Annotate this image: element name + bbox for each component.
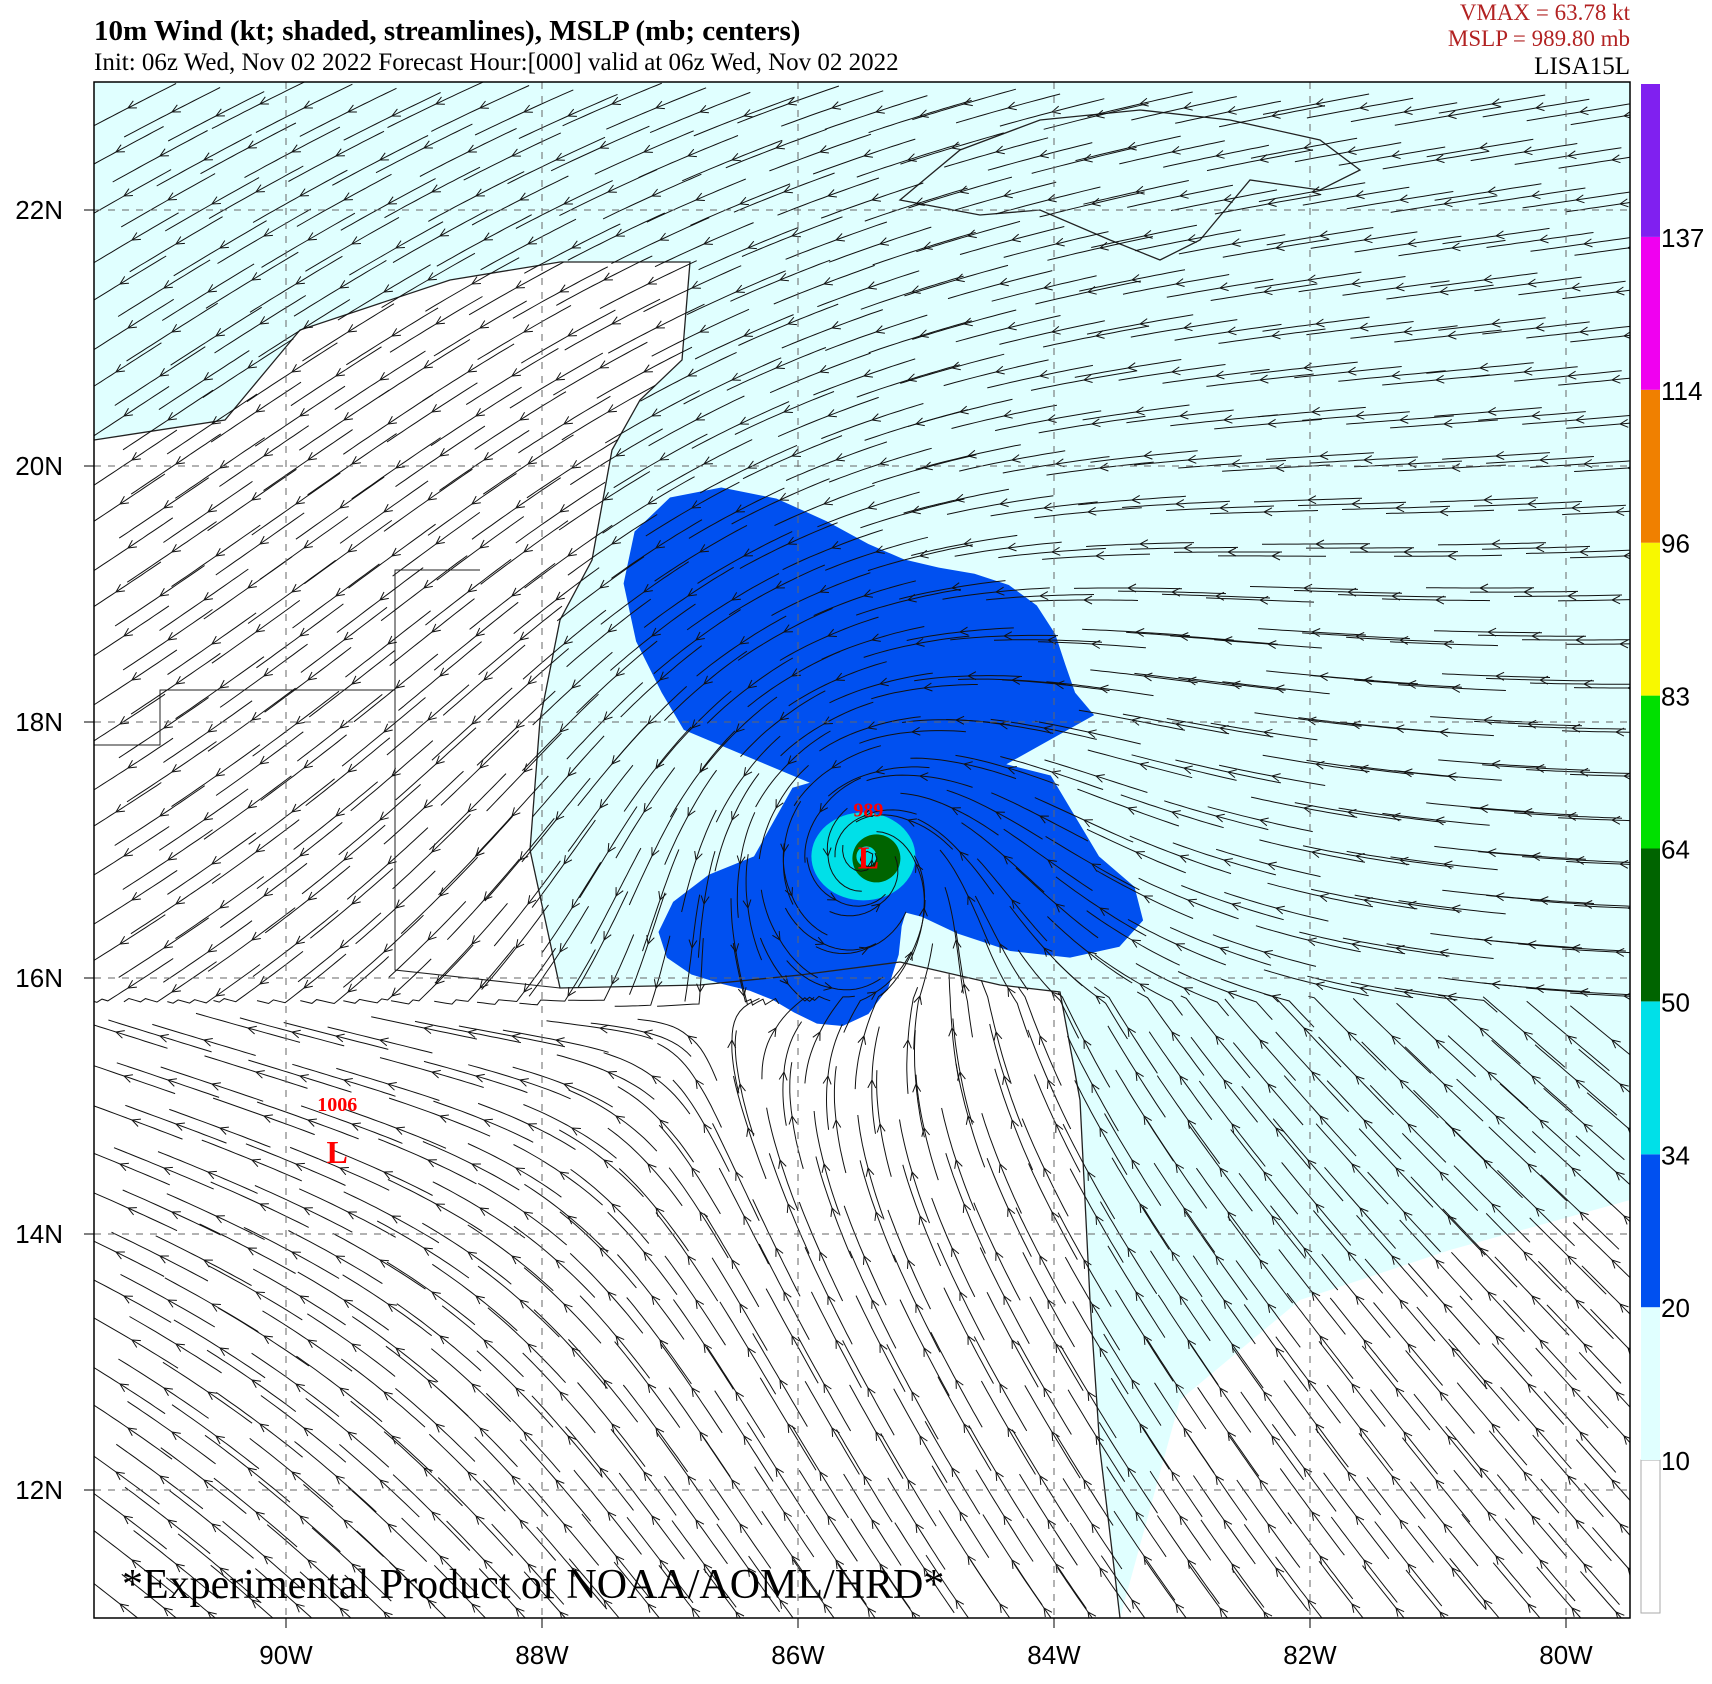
colorbar-segment (1641, 1154, 1660, 1307)
colorbar-label: 114 (1661, 376, 1702, 406)
pressure-value: 989 (853, 799, 883, 821)
pressure-symbol: L (858, 839, 879, 875)
colorbar-segment (1641, 1460, 1660, 1613)
y-tick-label: 20N (15, 451, 63, 481)
colorbar-segment (1641, 849, 1660, 1002)
colorbar-label: 64 (1661, 835, 1690, 865)
colorbar-segment (1641, 390, 1660, 543)
colorbar-segment (1641, 696, 1660, 849)
y-tick-label: 14N (15, 1219, 63, 1249)
vmax: VMAX = 63.78 kt (1460, 0, 1631, 25)
colorbar-label: 34 (1661, 1140, 1690, 1170)
colorbar-label: 50 (1661, 987, 1690, 1017)
colorbar-segment (1641, 237, 1660, 390)
x-tick-label: 80W (1539, 1640, 1593, 1670)
colorbar-label: 137 (1661, 223, 1704, 253)
subtitle: Init: 06z Wed, Nov 02 2022 Forecast Hour… (94, 49, 899, 76)
mslp: MSLP = 989.80 mb (1448, 26, 1630, 51)
x-tick-label: 86W (771, 1640, 825, 1670)
pressure-symbol: L (327, 1134, 348, 1170)
x-tick-label: 90W (259, 1640, 313, 1670)
colorbar-label: 83 (1661, 682, 1690, 712)
colorbar-segment (1641, 1001, 1660, 1154)
x-tick-label: 88W (515, 1640, 569, 1670)
colorbar-label: 10 (1661, 1446, 1690, 1476)
x-tick-label: 82W (1283, 1640, 1337, 1670)
watermark: *Experimental Product of NOAA/AOML/HRD* (122, 1562, 944, 1608)
colorbar-segment (1641, 543, 1660, 696)
colorbar-segment (1641, 84, 1660, 237)
y-tick-label: 18N (15, 707, 63, 737)
title: 10m Wind (kt; shaded, streamlines), MSLP… (94, 15, 800, 47)
y-tick-label: 16N (15, 963, 63, 993)
colorbar-label: 20 (1661, 1293, 1690, 1323)
colorbar-segment (1641, 1307, 1660, 1460)
pressure-value: 1006 (317, 1094, 357, 1116)
x-tick-label: 84W (1027, 1640, 1081, 1670)
storm-id: LISA15L (1534, 53, 1630, 80)
y-tick-label: 12N (15, 1475, 63, 1505)
y-tick-label: 22N (15, 195, 63, 225)
colorbar-label: 96 (1661, 529, 1690, 559)
